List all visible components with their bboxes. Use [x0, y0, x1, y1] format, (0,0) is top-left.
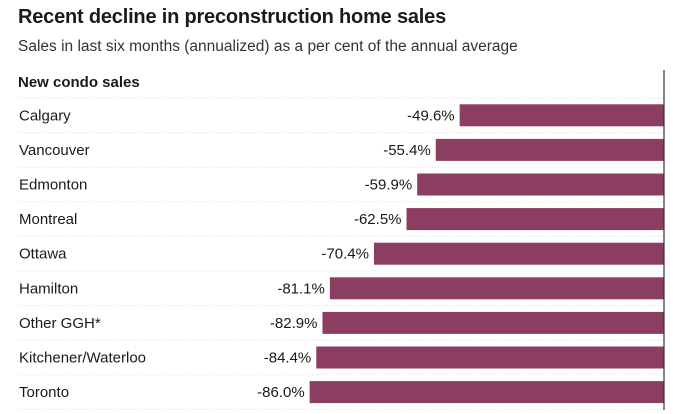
category-label: Vancouver	[19, 142, 90, 159]
value-label: -86.0%	[257, 384, 305, 401]
value-label: -62.5%	[354, 211, 402, 228]
category-label: Montreal	[19, 211, 77, 228]
value-label: -70.4%	[321, 246, 369, 263]
bar	[322, 311, 664, 334]
bar	[406, 208, 664, 231]
bar	[435, 138, 664, 161]
category-label: Hamilton	[19, 280, 78, 297]
chart-title: Recent decline in preconstruction home s…	[18, 6, 446, 28]
category-label: Ottawa	[19, 246, 67, 263]
category-label: Calgary	[19, 107, 71, 124]
bar	[459, 104, 664, 127]
value-label: -59.9%	[365, 177, 413, 194]
value-label: -81.1%	[277, 280, 325, 297]
bar	[329, 277, 664, 300]
section-label: New condo sales	[18, 74, 140, 91]
bar	[373, 242, 664, 265]
category-label: Toronto	[19, 384, 69, 401]
category-label: Kitchener/Waterloo	[19, 350, 146, 367]
bar	[309, 381, 664, 404]
chart-subtitle: Sales in last six months (annualized) as…	[18, 38, 518, 55]
value-label: -49.6%	[407, 107, 455, 124]
value-label: -82.9%	[270, 315, 318, 332]
value-label: -84.4%	[264, 350, 312, 367]
bar	[316, 346, 664, 369]
bar	[417, 173, 664, 196]
value-label: -55.4%	[383, 142, 431, 159]
category-label: Other GGH*	[19, 315, 101, 332]
category-label: Edmonton	[19, 177, 87, 194]
